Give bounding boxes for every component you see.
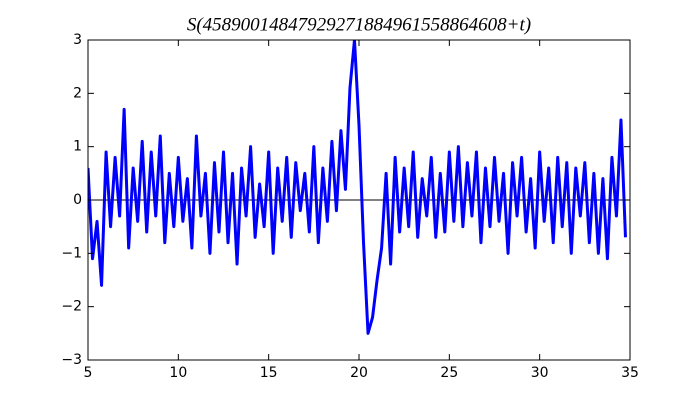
x-tick-label: 10	[169, 365, 187, 381]
chart-title: S(45890014847929271884961558864608+t)	[187, 14, 531, 35]
x-tick-label: 5	[84, 365, 93, 381]
y-tick-label: 2	[73, 85, 82, 101]
x-tick-label: 15	[260, 365, 278, 381]
y-tick-label: 3	[73, 32, 82, 48]
x-tick-label: 20	[350, 365, 368, 381]
x-tick-label: 35	[621, 365, 639, 381]
data-line	[88, 40, 627, 335]
y-tick-label: 0	[73, 192, 82, 208]
y-tick-label: −2	[61, 299, 82, 315]
y-tick-label: −3	[61, 352, 82, 368]
y-tick-label: 1	[73, 139, 82, 155]
x-tick-label: 25	[440, 365, 458, 381]
y-tick-label: −1	[61, 245, 82, 261]
x-tick-label: 30	[531, 365, 549, 381]
